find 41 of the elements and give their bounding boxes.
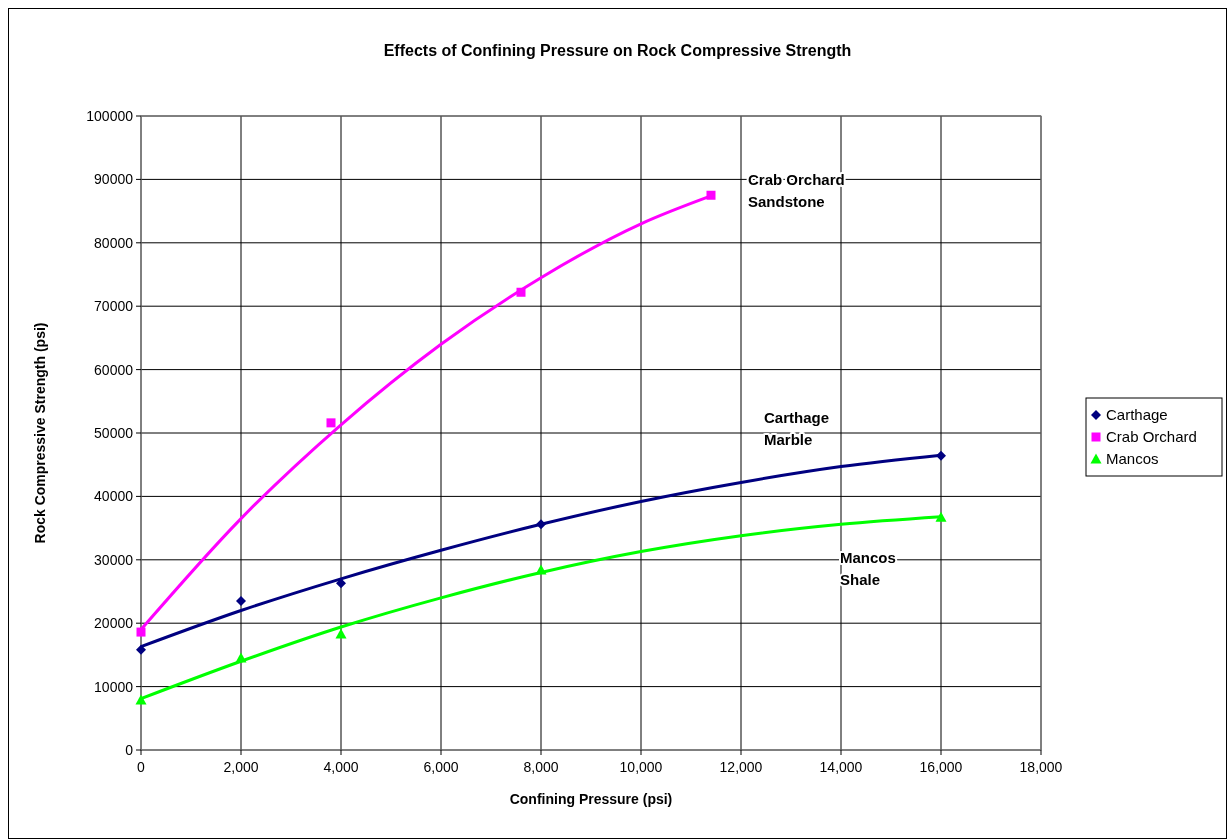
point (136, 644, 146, 655)
y-tick-label: 100000 (86, 107, 134, 124)
point (135, 694, 147, 705)
x-tick-label: 2,000 (223, 759, 259, 775)
point (136, 627, 146, 637)
y-tick-label: 80000 (94, 234, 134, 251)
y-tick-label: 30000 (94, 551, 134, 568)
y-tick-label: 90000 (94, 171, 134, 188)
chart-title: Effects of Confining Pressure on Rock Compressive Strength (383, 42, 852, 59)
y-tick-label: 40000 (94, 488, 134, 505)
x-tick-label: 4,000 (323, 759, 359, 775)
x-tick-label: 6,000 (423, 759, 459, 775)
y-axis-title: Rock Compressive Strength (psi) (32, 322, 48, 544)
x-tick-label: 12,000 (719, 759, 763, 775)
point (235, 652, 247, 663)
y-tick-label: 0 (125, 741, 134, 758)
y-tick-label: 60000 (94, 361, 134, 378)
point (516, 287, 526, 297)
legend-label: Crab Orchard (1106, 428, 1197, 446)
legend-label: Mancos (1106, 450, 1159, 468)
x-tick-label: 10,000 (619, 759, 663, 775)
legend-label: Carthage (1106, 406, 1168, 424)
y-tick-label: 70000 (94, 298, 134, 315)
point (536, 519, 546, 530)
x-tick-label: 16,000 (919, 759, 963, 775)
point (935, 511, 947, 522)
point (335, 628, 347, 639)
point (326, 418, 336, 428)
x-tick-label: 18,000 (1019, 759, 1063, 775)
annotation: Carthage Marble (764, 409, 830, 448)
y-tick-label: 50000 (94, 424, 134, 441)
point (706, 190, 716, 200)
point (936, 450, 946, 461)
y-tick-label: 20000 (94, 615, 134, 632)
y-tick-label: 10000 (94, 678, 134, 695)
x-tick-label: 0 (137, 759, 146, 775)
x-tick-label: 14,000 (819, 759, 863, 775)
point (236, 596, 246, 607)
point (336, 578, 346, 589)
x-axis-title: Confining Pressure (psi) (509, 791, 673, 807)
x-tick-label: 8,000 (523, 759, 559, 775)
